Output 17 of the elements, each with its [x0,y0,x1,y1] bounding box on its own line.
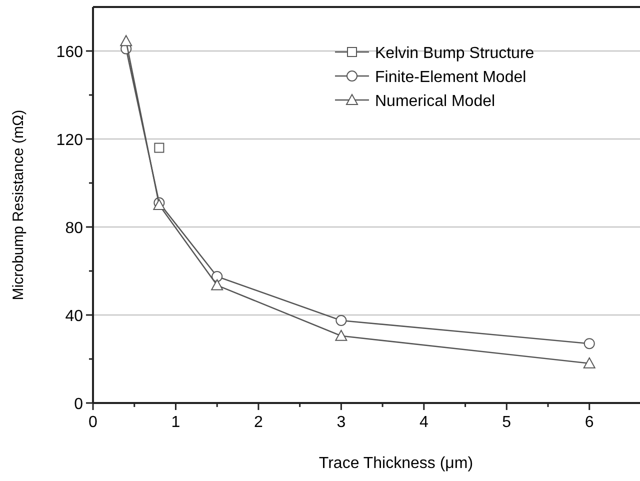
x-tick-label: 3 [336,414,346,431]
x-tick-label: 1 [171,414,180,431]
legend-label: Finite-Element Model [375,69,526,86]
y-tick-label: 120 [56,132,84,149]
y-tick-label: 80 [65,220,84,237]
y-tick-label: 0 [74,396,84,413]
y-tick-label: 40 [65,308,84,325]
x-tick-label: 6 [584,414,594,431]
x-axis-title: Trace Thickness (μm) [318,455,474,472]
y-axis-title: Microbump Resistance (mΩ) [10,110,27,300]
legend-label: Numerical Model [375,93,496,110]
x-tick-label: 2 [254,414,263,431]
y-tick-label: 160 [56,44,84,61]
legend-label: Kelvin Bump Structure [375,45,534,62]
x-tick-label: 0 [88,414,98,431]
x-tick-label: 5 [502,414,512,431]
x-tick-label: 4 [419,414,428,431]
